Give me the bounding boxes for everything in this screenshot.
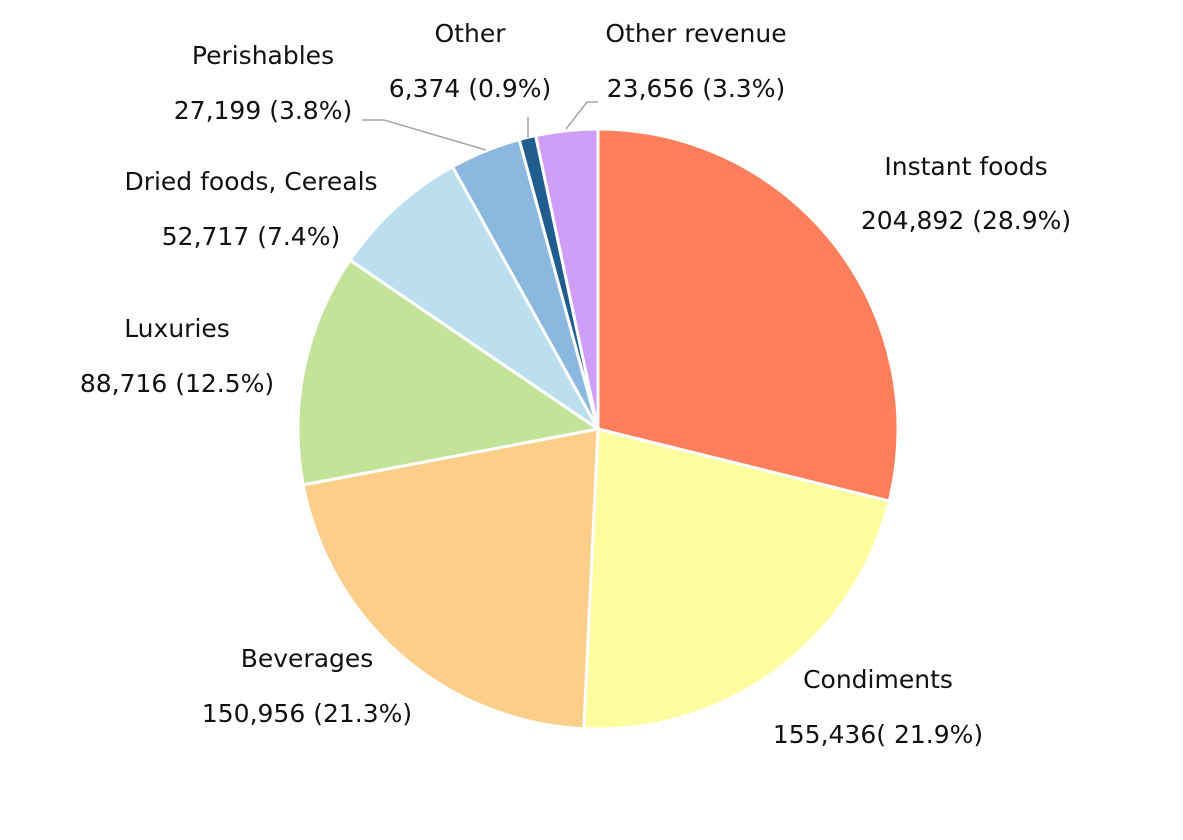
pie-slice-luxuries bbox=[296, 258, 600, 487]
data-label-condiments: 155,436( 21.9%) bbox=[773, 720, 983, 749]
data-label-beverages: 150,956 (21.3%) bbox=[202, 699, 412, 728]
category-label-condiments: Condiments bbox=[803, 665, 953, 694]
pie-slice-other-revenue bbox=[534, 127, 600, 431]
pie-slice-instant-foods bbox=[596, 127, 900, 503]
pie-slice-beverages bbox=[301, 427, 600, 731]
data-label-other-revenue: 23,656 (3.3%) bbox=[607, 74, 785, 103]
leader-lines bbox=[362, 101, 598, 151]
data-label-dried-foods-cereals: 52,717 (7.4%) bbox=[162, 222, 340, 251]
data-labels: Instant foods 204,892 (28.9%) Condiments… bbox=[80, 19, 1071, 749]
leader-line-other-revenue bbox=[565, 101, 598, 130]
category-label-instant-foods: Instant foods bbox=[884, 152, 1047, 181]
category-label-other: Other bbox=[435, 19, 507, 48]
category-label-luxuries: Luxuries bbox=[124, 314, 230, 343]
data-label-luxuries: 88,716 (12.5%) bbox=[80, 369, 274, 398]
pie-slices bbox=[296, 127, 900, 731]
pie-slice-dried-foods-cereals bbox=[348, 165, 600, 431]
category-label-dried-foods-cereals: Dried foods, Cereals bbox=[124, 167, 377, 196]
data-label-other: 6,374 (0.9%) bbox=[389, 74, 552, 103]
category-label-other-revenue: Other revenue bbox=[605, 19, 786, 48]
data-label-instant-foods: 204,892 (28.9%) bbox=[861, 206, 1071, 235]
category-label-perishables: Perishables bbox=[192, 41, 334, 70]
category-label-beverages: Beverages bbox=[241, 644, 374, 673]
leader-line-perishables bbox=[362, 119, 487, 151]
data-label-perishables: 27,199 (3.8%) bbox=[174, 96, 352, 125]
pie-slice-condiments bbox=[582, 427, 891, 731]
